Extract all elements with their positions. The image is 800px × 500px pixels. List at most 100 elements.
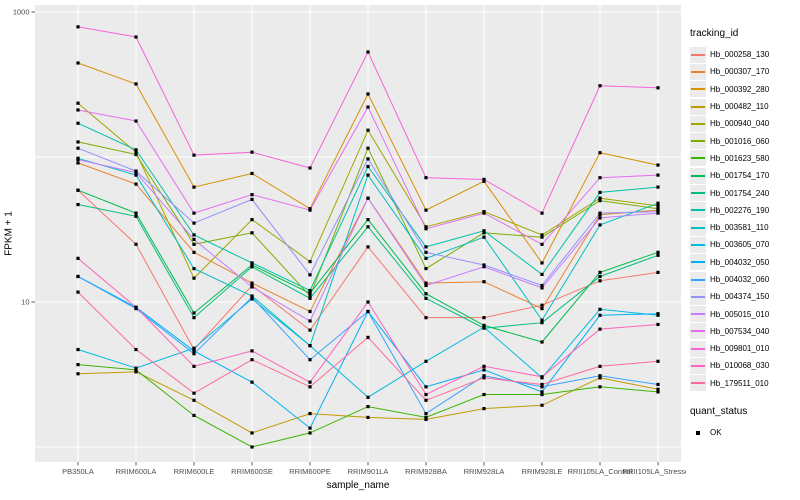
data-point: [598, 196, 602, 200]
data-point: [366, 415, 370, 420]
data-point: [366, 395, 370, 399]
data-point: [134, 305, 138, 309]
x-tick-label: RRIM600PE: [289, 467, 331, 476]
data-point: [656, 382, 660, 387]
data-point: [482, 323, 486, 327]
legend-item-label: Hb_007534_040: [710, 326, 770, 336]
legend-item: Hb_004374_150: [690, 288, 800, 305]
data-point: [424, 398, 428, 402]
data-point: [540, 303, 544, 307]
data-point: [134, 370, 138, 374]
data-point: [192, 250, 196, 254]
data-point: [540, 242, 544, 246]
legend-item: Hb_000258_130: [690, 46, 800, 63]
data-point: [250, 380, 254, 384]
data-point: [192, 311, 196, 315]
legend-key: [690, 323, 706, 340]
data-point: [482, 263, 486, 267]
data-point: [250, 263, 254, 267]
data-point: [366, 309, 370, 314]
x-tick-label: RRII105LA_Control: [567, 467, 632, 476]
data-point: [598, 176, 602, 180]
data-point: [656, 173, 660, 177]
data-point: [482, 374, 486, 378]
legend-item-label: Hb_002276_190: [710, 205, 770, 215]
shape-legend-items: OK: [690, 424, 800, 441]
legend-item-label: Hb_000482_110: [710, 102, 769, 112]
data-point: [366, 404, 370, 409]
legend-key: [690, 98, 706, 115]
data-point: [656, 204, 660, 208]
data-point: [424, 417, 428, 422]
data-point: [134, 368, 138, 372]
data-point: [76, 372, 80, 376]
legend-key: [690, 115, 706, 132]
legend-key: [690, 357, 706, 374]
data-point: [366, 300, 370, 304]
legend-item-label: Hb_005015_010: [710, 309, 770, 319]
data-point: [482, 325, 486, 329]
data-point: [192, 211, 196, 215]
data-point: [656, 390, 660, 394]
data-point: [250, 445, 254, 449]
data-point: [598, 84, 602, 88]
data-point: [540, 318, 544, 322]
data-point: [250, 150, 254, 154]
data-point: [540, 382, 544, 387]
data-point: [482, 235, 486, 239]
data-point: [482, 407, 486, 411]
color-legend-items: Hb_000258_130 Hb_000307_170 Hb_000392_280 H…: [690, 46, 800, 392]
data-point: [250, 231, 254, 235]
legend-key: [690, 375, 706, 392]
data-point: [308, 166, 312, 170]
data-point: [192, 221, 196, 225]
data-point: [192, 346, 196, 350]
legend-color-line: [691, 192, 705, 195]
data-point: [76, 140, 80, 144]
data-point: [250, 197, 254, 202]
data-point: [366, 225, 370, 229]
data-point: [424, 296, 428, 300]
data-point: [192, 185, 196, 189]
data-point: [308, 309, 312, 314]
data-point: [482, 229, 486, 233]
data-point: [540, 286, 544, 290]
data-point: [134, 150, 138, 154]
data-point: [366, 50, 370, 54]
data-point: [192, 364, 196, 368]
legend-color-line: [691, 140, 705, 143]
legend-item: Hb_000307_170: [690, 63, 800, 80]
data-point: [656, 201, 660, 205]
legend-item: Hb_002276_190: [690, 202, 800, 219]
data-point: [366, 218, 370, 222]
black-square-marker-icon: [696, 430, 700, 435]
legend-color-line: [691, 295, 705, 298]
legend-item: Hb_004032_050: [690, 254, 800, 271]
data-point: [656, 185, 660, 189]
legend-key: [690, 271, 706, 288]
data-point: [540, 307, 544, 311]
data-point: [308, 291, 312, 295]
data-point: [598, 307, 602, 311]
data-point: [540, 233, 544, 237]
data-point: [134, 347, 138, 352]
legend-item-label: Hb_003581_110: [710, 223, 769, 233]
y-tick-label: 10: [21, 298, 29, 307]
legend-color-line: [691, 174, 705, 177]
data-point: [656, 211, 660, 215]
axis-ticks: [31, 11, 659, 466]
data-point: [308, 431, 312, 435]
y-axis-title: FPKM + 1: [3, 211, 15, 256]
data-point: [134, 152, 138, 157]
data-point: [366, 335, 370, 339]
data-point: [192, 391, 196, 395]
legend-color-line: [691, 382, 705, 385]
data-point: [424, 208, 428, 212]
legend-item: Hb_004032_060: [690, 271, 800, 288]
data-point: [598, 270, 602, 275]
data-point: [134, 214, 138, 218]
data-point: [308, 288, 312, 293]
legend-key: [690, 81, 706, 98]
data-point: [192, 153, 196, 157]
data-point: [482, 364, 486, 368]
